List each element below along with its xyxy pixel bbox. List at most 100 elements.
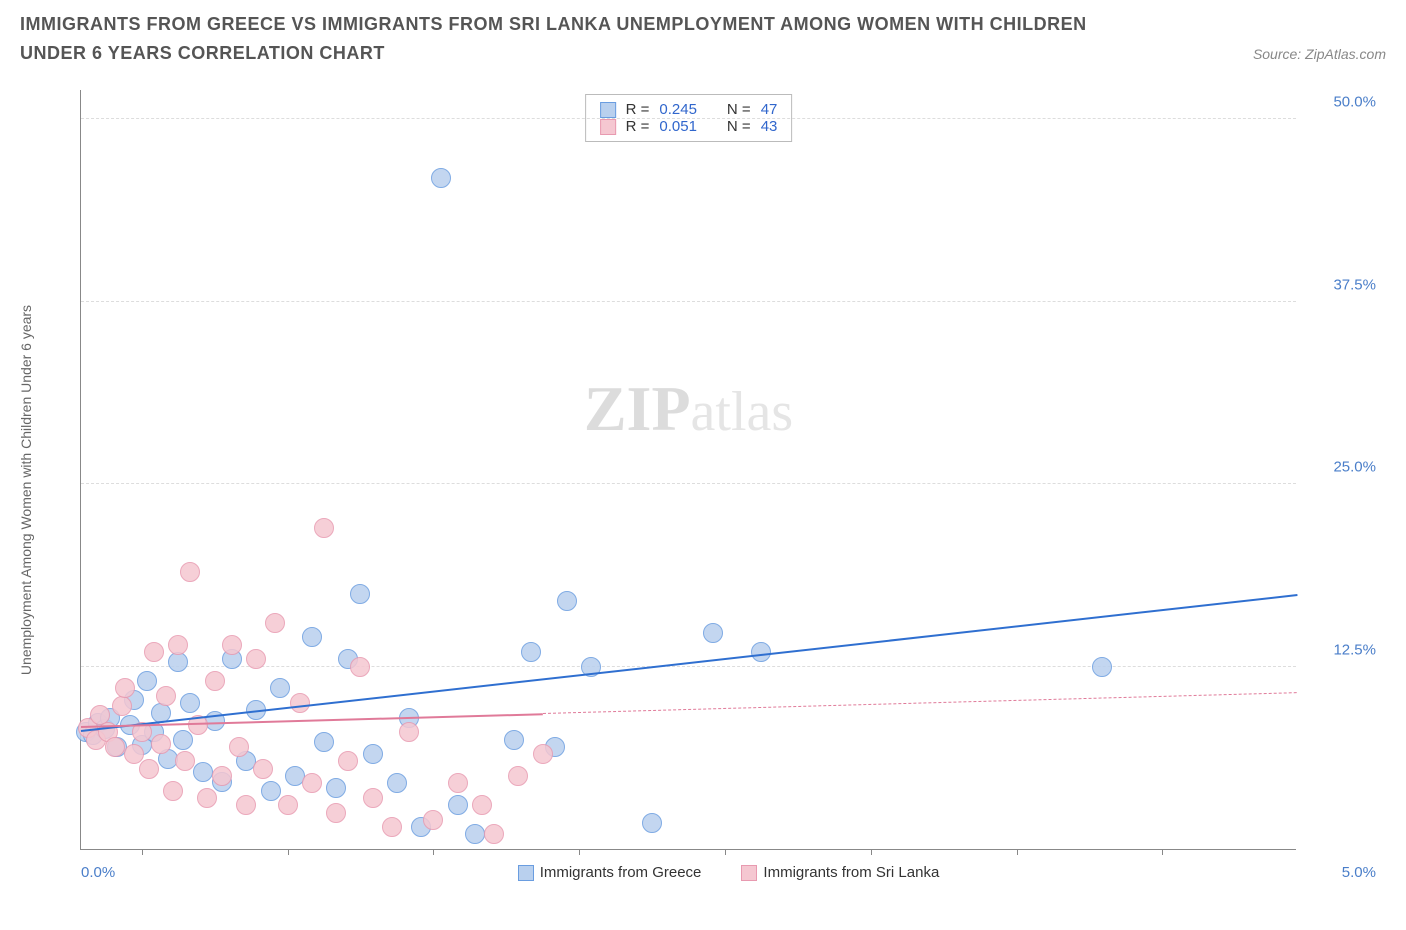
data-point <box>163 781 183 801</box>
y-tick-label: 25.0% <box>1306 459 1376 476</box>
data-point <box>302 627 322 647</box>
data-point <box>197 788 217 808</box>
data-point <box>508 766 528 786</box>
data-point <box>229 737 249 757</box>
data-point <box>175 751 195 771</box>
data-point <box>399 722 419 742</box>
data-point <box>212 766 232 786</box>
data-point <box>246 649 266 669</box>
x-axis-row: 0.0% Immigrants from GreeceImmigrants fr… <box>81 864 1376 881</box>
data-point <box>557 591 577 611</box>
data-point <box>448 795 468 815</box>
stat-n-value: 47 <box>761 101 778 118</box>
stats-row: R = 0.245 N = 47 <box>600 101 778 118</box>
data-point <box>472 795 492 815</box>
data-point <box>521 642 541 662</box>
y-tick-label: 50.0% <box>1306 94 1376 111</box>
legend-swatch <box>600 119 616 135</box>
data-point <box>253 759 273 779</box>
x-axis-max: 5.0% <box>1342 864 1376 881</box>
data-point <box>338 751 358 771</box>
x-tick <box>871 849 872 855</box>
stats-row: R = 0.051 N = 43 <box>600 118 778 135</box>
data-point <box>350 584 370 604</box>
x-tick <box>725 849 726 855</box>
stat-n-label: N = <box>727 118 751 135</box>
data-point <box>751 642 771 662</box>
x-tick <box>433 849 434 855</box>
legend-swatch <box>741 865 757 881</box>
data-point <box>1092 657 1112 677</box>
data-point <box>105 737 125 757</box>
data-point <box>115 678 135 698</box>
data-point <box>314 518 334 538</box>
data-point <box>151 734 171 754</box>
stat-n-value: 43 <box>761 118 778 135</box>
data-point <box>504 730 524 750</box>
legend-label: Immigrants from Greece <box>540 864 702 881</box>
legend-item: Immigrants from Sri Lanka <box>741 864 939 881</box>
data-point <box>270 678 290 698</box>
data-point <box>431 168 451 188</box>
data-point <box>363 788 383 808</box>
data-point <box>363 744 383 764</box>
data-point <box>326 778 346 798</box>
data-point <box>261 781 281 801</box>
data-point <box>703 623 723 643</box>
data-point <box>423 810 443 830</box>
gridline <box>81 483 1296 484</box>
x-tick <box>1162 849 1163 855</box>
source-label: Source: ZipAtlas.com <box>1253 46 1386 68</box>
x-tick <box>1017 849 1018 855</box>
data-point <box>180 693 200 713</box>
legend-label: Immigrants from Sri Lanka <box>763 864 939 881</box>
y-axis-label: Unemployment Among Women with Children U… <box>18 305 34 675</box>
data-point <box>465 824 485 844</box>
data-point <box>382 817 402 837</box>
stat-r-value: 0.051 <box>659 118 697 135</box>
data-point <box>139 759 159 779</box>
data-point <box>222 635 242 655</box>
x-axis-min: 0.0% <box>81 864 115 881</box>
data-point <box>144 642 164 662</box>
data-point <box>112 696 132 716</box>
data-point <box>193 762 213 782</box>
data-point <box>533 744 553 764</box>
data-point <box>484 824 504 844</box>
data-point <box>236 795 256 815</box>
data-point <box>168 635 188 655</box>
x-tick <box>579 849 580 855</box>
data-point <box>173 730 193 750</box>
data-point <box>180 562 200 582</box>
legend-swatch <box>518 865 534 881</box>
x-tick <box>142 849 143 855</box>
stat-r-value: 0.245 <box>659 101 697 118</box>
x-tick <box>288 849 289 855</box>
data-point <box>387 773 407 793</box>
data-point <box>314 732 334 752</box>
y-tick-label: 12.5% <box>1306 641 1376 658</box>
data-point <box>137 671 157 691</box>
data-point <box>265 613 285 633</box>
data-point <box>290 693 310 713</box>
trend-line <box>543 692 1297 714</box>
chart-container: Unemployment Among Women with Children U… <box>60 90 1386 890</box>
data-point <box>448 773 468 793</box>
series-legend: Immigrants from Greece Immigrants from Sr… <box>518 864 940 881</box>
data-point <box>205 671 225 691</box>
data-point <box>326 803 346 823</box>
data-point <box>156 686 176 706</box>
data-point <box>642 813 662 833</box>
stat-n-label: N = <box>727 101 751 118</box>
data-point <box>350 657 370 677</box>
data-point <box>278 795 298 815</box>
y-tick-label: 37.5% <box>1306 276 1376 293</box>
gridline <box>81 301 1296 302</box>
legend-item: Immigrants from Greece <box>518 864 702 881</box>
data-point <box>302 773 322 793</box>
chart-title: IMMIGRANTS FROM GREECE VS IMMIGRANTS FRO… <box>20 10 1120 68</box>
trend-line <box>81 713 543 728</box>
watermark: ZIPatlas <box>584 372 793 446</box>
stat-r-label: R = <box>626 118 650 135</box>
stat-r-label: R = <box>626 101 650 118</box>
